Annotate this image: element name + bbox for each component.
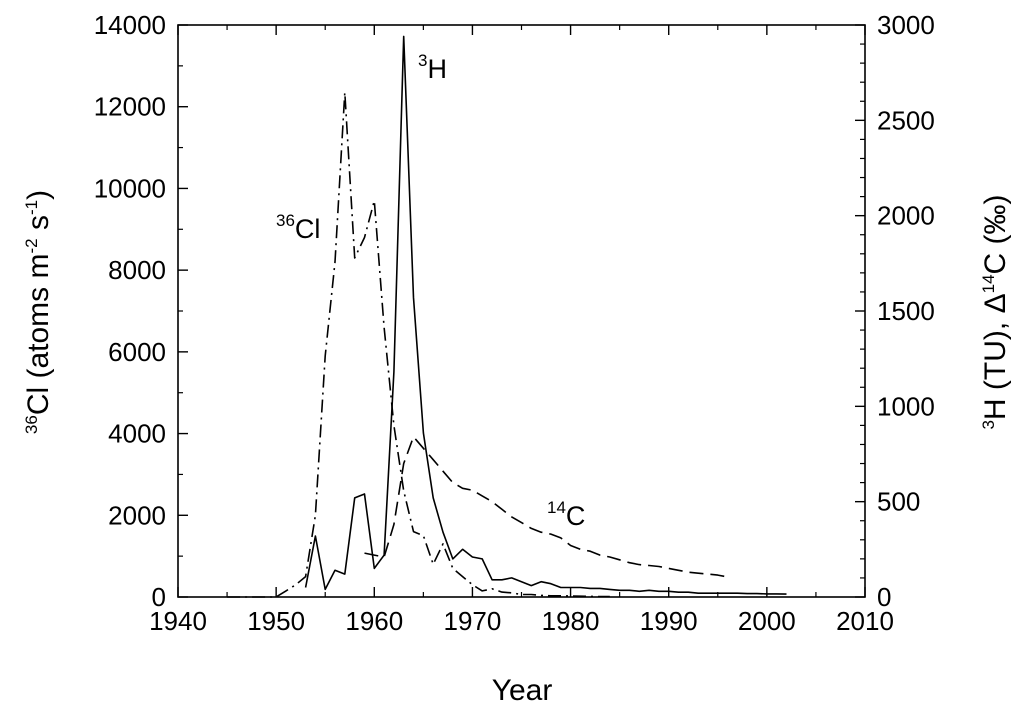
y-right-tick-label: 0	[877, 582, 891, 612]
y-left-tick-label: 14000	[94, 10, 166, 40]
annotation-c14: 14C	[547, 498, 585, 531]
axes: 1940 1950 1960 1970 1980 1990 2000 201002000400…	[94, 10, 935, 636]
y-left-tick-label: 12000	[94, 92, 166, 122]
y-left-tick-label: 2000	[108, 500, 166, 530]
x-tick-label: 1980	[542, 606, 600, 636]
y-left-tick-label: 8000	[108, 255, 166, 285]
annotation-h3: 3H	[418, 51, 447, 84]
x-tick-label: 1970	[444, 606, 502, 636]
series-layer	[227, 35, 787, 598]
x-tick-label: 1950	[247, 606, 305, 636]
x-tick-label: 2010	[836, 606, 894, 636]
series-line-cl36	[227, 91, 610, 598]
y-left-tick-label: 0	[152, 582, 166, 612]
x-tick-label: 2000	[738, 606, 796, 636]
annotation-cl36: 36Cl	[276, 211, 320, 244]
y-left-tick-label: 10000	[94, 173, 166, 203]
y-right-tick-label: 1500	[877, 296, 935, 326]
plot-frame	[177, 24, 866, 598]
y-left-tick-label: 6000	[108, 337, 166, 367]
y-right-tick-label: 500	[877, 487, 920, 517]
y-left-axis-title: 36Cl (atoms m-2 s-1)	[22, 190, 55, 434]
x-tick-label: 1990	[640, 606, 698, 636]
y-right-tick-label: 3000	[877, 10, 935, 40]
y-right-tick-label: 2000	[877, 201, 935, 231]
x-tick-label: 1960	[345, 606, 403, 636]
y-right-tick-label: 2500	[877, 105, 935, 135]
x-tick-label: 1940	[149, 606, 207, 636]
y-right-axis-title: 3H (TU), Δ14C (‰)	[979, 194, 1012, 429]
y-right-tick-label: 1000	[877, 391, 935, 421]
y-left-tick-label: 4000	[108, 419, 166, 449]
series-line-h3	[304, 35, 787, 595]
x-axis-title: Year	[492, 674, 553, 707]
